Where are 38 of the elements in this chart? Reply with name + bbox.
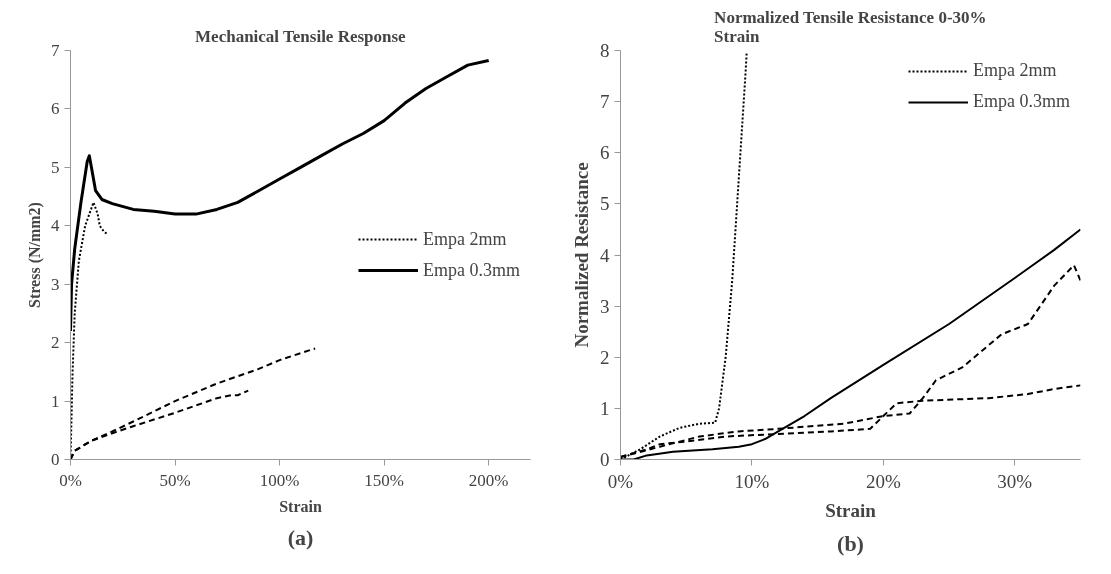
y-tick-label: 0 bbox=[600, 449, 610, 470]
y-tick-label: 0 bbox=[51, 450, 60, 469]
y-tick-label: 8 bbox=[600, 40, 610, 61]
y-tick-label: 7 bbox=[51, 41, 60, 60]
text: (a) bbox=[287, 524, 314, 550]
y-tick-label: 4 bbox=[600, 244, 610, 266]
y-tick-label: 6 bbox=[51, 99, 60, 119]
x-axis-title: Strain bbox=[825, 499, 877, 521]
y-tick-label: 3 bbox=[600, 295, 610, 317]
x-axis-title: Strain bbox=[279, 497, 322, 515]
y-tick-label: 5 bbox=[600, 193, 610, 215]
y-axis-title: Normalized Resistance bbox=[571, 162, 592, 348]
x-tick-label: 0% bbox=[59, 470, 82, 490]
x-tick-label: 30% bbox=[997, 470, 1033, 492]
x-tick-label: 200% bbox=[468, 470, 509, 490]
y-tick-label: 1 bbox=[51, 391, 60, 411]
legend-label: Empa 2mm bbox=[973, 60, 1057, 81]
legend-label: Empa 0.3mm bbox=[423, 259, 520, 281]
y-axis-title: Stress (N/mm2) bbox=[26, 202, 44, 308]
x-tick-label: 0% bbox=[607, 470, 634, 492]
x-tick-label: 20% bbox=[865, 470, 901, 492]
y-tick-label: 5 bbox=[51, 157, 60, 177]
y-tick-label: 6 bbox=[600, 142, 610, 164]
y-tick-label: 2 bbox=[51, 333, 60, 353]
x-tick-label: 100% bbox=[259, 470, 300, 490]
chart-title: Normalized Tensile Resistance 0-30% Strain bbox=[714, 7, 987, 46]
text: (b) bbox=[837, 530, 864, 556]
y-tick-label: 7 bbox=[600, 91, 610, 113]
legend-label: Empa 0.3mm bbox=[973, 91, 1070, 112]
x-tick-label: 150% bbox=[364, 470, 404, 490]
y-tick-label: 4 bbox=[51, 216, 60, 236]
y-tick-label: 2 bbox=[600, 346, 610, 368]
y-tick-label: 3 bbox=[51, 274, 60, 294]
legend-label: Empa 2mm bbox=[423, 228, 507, 250]
x-tick-label: 10% bbox=[734, 470, 770, 492]
y-tick-label: 1 bbox=[600, 397, 610, 419]
x-tick-label: 50% bbox=[159, 470, 191, 490]
chart-title: Mechanical Tensile Response bbox=[195, 26, 407, 46]
